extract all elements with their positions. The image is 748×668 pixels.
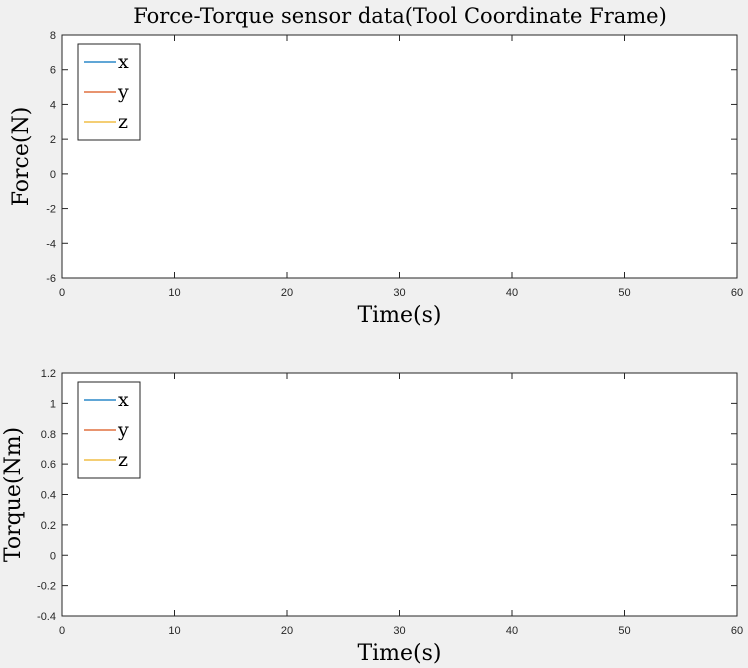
y-tick-label: 0 [50, 169, 56, 181]
y-tick-label: 0.4 [41, 490, 56, 502]
x-tick-label: 30 [393, 625, 405, 637]
y-tick-label: -6 [46, 273, 56, 285]
legend-label-z: z [118, 111, 128, 133]
y-tick-label: 0.6 [41, 459, 56, 471]
y-tick-label: -0.4 [37, 611, 56, 623]
legend-label-y: y [117, 419, 129, 441]
x-tick-label: 10 [168, 625, 180, 637]
axes-frame [61, 34, 738, 279]
y-tick-label: 0.8 [41, 429, 56, 441]
torque-plot: 0 10 20 30 40 50 60 -0.4 -0.2 0 0.2 0.4 0.6 0.8 1 1.2 Ti… [1, 368, 743, 666]
x-tick-label: 10 [168, 287, 180, 299]
chart-title: Force-Torque sensor data(Tool Coordinate… [133, 4, 667, 28]
y-tick-label: 1.2 [41, 368, 56, 380]
x-tick-label: 60 [731, 625, 743, 637]
x-tick-label: 40 [506, 287, 518, 299]
x-tick-label: 50 [618, 625, 630, 637]
x-tick-label: 0 [59, 625, 65, 637]
x-tick-label: 60 [731, 287, 743, 299]
y-tick-label: 0.2 [41, 520, 56, 532]
y-tick-label: 1 [50, 398, 56, 410]
legend-label-x: x [118, 389, 129, 411]
y-axis-label: Torque(Nm) [1, 427, 26, 562]
y-tick-label: -0.2 [37, 581, 56, 593]
x-axis-label: Time(s) [357, 641, 441, 666]
x-axis-label: Time(s) [357, 303, 441, 328]
y-axis-label: Force(N) [9, 107, 34, 207]
force-plot: 0 10 20 30 40 50 60 -6 -4 -2 0 2 4 6 8 Time(s) Force(N) x… [9, 30, 743, 328]
x-tick-label: 0 [59, 287, 65, 299]
y-tick-label: 0 [50, 550, 56, 562]
x-tick-label: 20 [281, 287, 293, 299]
y-tick-label: -4 [46, 238, 56, 250]
x-tick-label: 20 [281, 625, 293, 637]
y-tick-label: -2 [46, 204, 56, 216]
y-tick-label: 4 [50, 99, 56, 111]
x-tick-label: 40 [506, 625, 518, 637]
legend-label-z: z [118, 449, 128, 471]
legend: xyz [77, 381, 141, 479]
y-tick-label: 6 [50, 65, 56, 77]
y-tick-label: 2 [50, 134, 56, 146]
y-tick-label: 8 [50, 30, 56, 42]
legend-label-y: y [117, 81, 129, 103]
x-tick-label: 30 [393, 287, 405, 299]
legend-label-x: x [118, 51, 129, 73]
x-tick-label: 50 [618, 287, 630, 299]
legend: xyz [77, 43, 141, 141]
axes-frame [61, 372, 738, 617]
